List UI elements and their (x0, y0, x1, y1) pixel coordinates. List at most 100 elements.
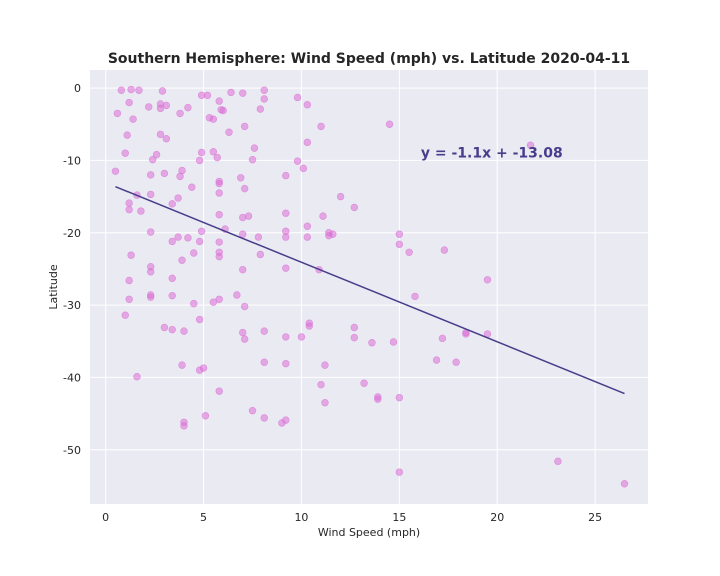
data-point (180, 327, 188, 335)
data-point (146, 171, 155, 179)
data-point (317, 380, 325, 389)
data-point (156, 130, 165, 139)
data-point (395, 240, 404, 249)
x-tick-labels: 0 5 10 15 20 25 (102, 511, 602, 524)
data-point (395, 230, 404, 238)
data-point (121, 311, 129, 319)
data-point (127, 251, 135, 259)
data-point (135, 86, 143, 94)
data-point (209, 148, 218, 156)
y-tick-label: -50 (63, 444, 81, 457)
data-point (256, 250, 265, 259)
data-point (260, 95, 268, 103)
plot-background (90, 70, 648, 504)
data-point (282, 171, 290, 180)
data-point (168, 325, 176, 334)
data-point (432, 356, 441, 364)
data-point (125, 276, 133, 285)
data-point (303, 222, 312, 230)
data-point (184, 234, 192, 242)
data-point (174, 233, 182, 241)
data-point (260, 86, 268, 94)
data-point (329, 230, 337, 238)
data-point (201, 412, 210, 420)
data-point (305, 322, 313, 330)
data-point (168, 237, 176, 246)
x-tick-label: 10 (294, 511, 308, 524)
data-point (215, 252, 223, 261)
data-point (174, 194, 182, 202)
data-point (215, 179, 223, 188)
x-axis-label: Wind Speed (mph) (318, 526, 420, 539)
x-tick-label: 15 (392, 511, 406, 524)
data-point (336, 192, 345, 201)
data-point (160, 169, 169, 178)
data-point (219, 106, 227, 115)
data-point (145, 103, 153, 111)
data-point (158, 87, 167, 95)
y-tick-label: -40 (63, 371, 81, 384)
data-point (125, 205, 133, 214)
data-point (215, 387, 223, 395)
data-point (321, 361, 329, 369)
chart-title: Southern Hemisphere: Wind Speed (mph) vs… (108, 51, 630, 67)
data-point (125, 295, 133, 303)
data-point (248, 155, 257, 164)
data-point (180, 422, 188, 430)
data-point (197, 227, 206, 236)
data-point (121, 149, 129, 157)
regression-equation: y = -1.1x + -13.08 (421, 146, 563, 162)
data-point (188, 183, 196, 191)
data-point (368, 338, 376, 347)
data-point (240, 335, 249, 343)
data-point (303, 101, 312, 109)
data-point (282, 233, 290, 241)
data-point (254, 233, 263, 241)
data-point (240, 184, 249, 193)
data-point (209, 115, 218, 123)
data-point (452, 358, 460, 366)
data-point (160, 323, 169, 332)
data-point (137, 207, 145, 215)
grid-lines (90, 70, 648, 504)
data-point (554, 457, 562, 466)
data-point (293, 93, 302, 102)
data-point (178, 361, 186, 369)
data-point (168, 274, 176, 283)
data-point (239, 230, 247, 238)
data-point (237, 174, 245, 182)
data-point (162, 135, 171, 143)
data-point (411, 292, 419, 301)
data-point (438, 334, 447, 343)
data-point (240, 302, 249, 311)
data-point (162, 101, 171, 110)
data-point (389, 338, 398, 346)
data-point (303, 233, 312, 241)
data-point (209, 298, 218, 306)
data-point (215, 210, 223, 219)
data-point (233, 291, 241, 299)
data-point (227, 88, 235, 97)
y-tick-labels: 0 -10 -20 -30 -40 -50 (63, 82, 81, 457)
data-point (620, 480, 629, 488)
data-point (129, 115, 137, 123)
data-point (168, 200, 176, 208)
data-point (225, 128, 233, 136)
data-point (317, 122, 325, 131)
data-point (117, 86, 126, 94)
data-point (148, 155, 157, 164)
data-point (248, 406, 257, 415)
data-point (190, 249, 198, 257)
data-point (250, 144, 259, 152)
data-point (215, 238, 223, 246)
data-point (260, 327, 268, 335)
data-point (125, 199, 133, 207)
data-point (197, 148, 206, 157)
data-point (282, 209, 290, 217)
data-point (282, 359, 290, 368)
data-point (282, 264, 290, 272)
data-point (213, 153, 221, 162)
data-point (239, 265, 247, 274)
data-point (405, 248, 413, 256)
